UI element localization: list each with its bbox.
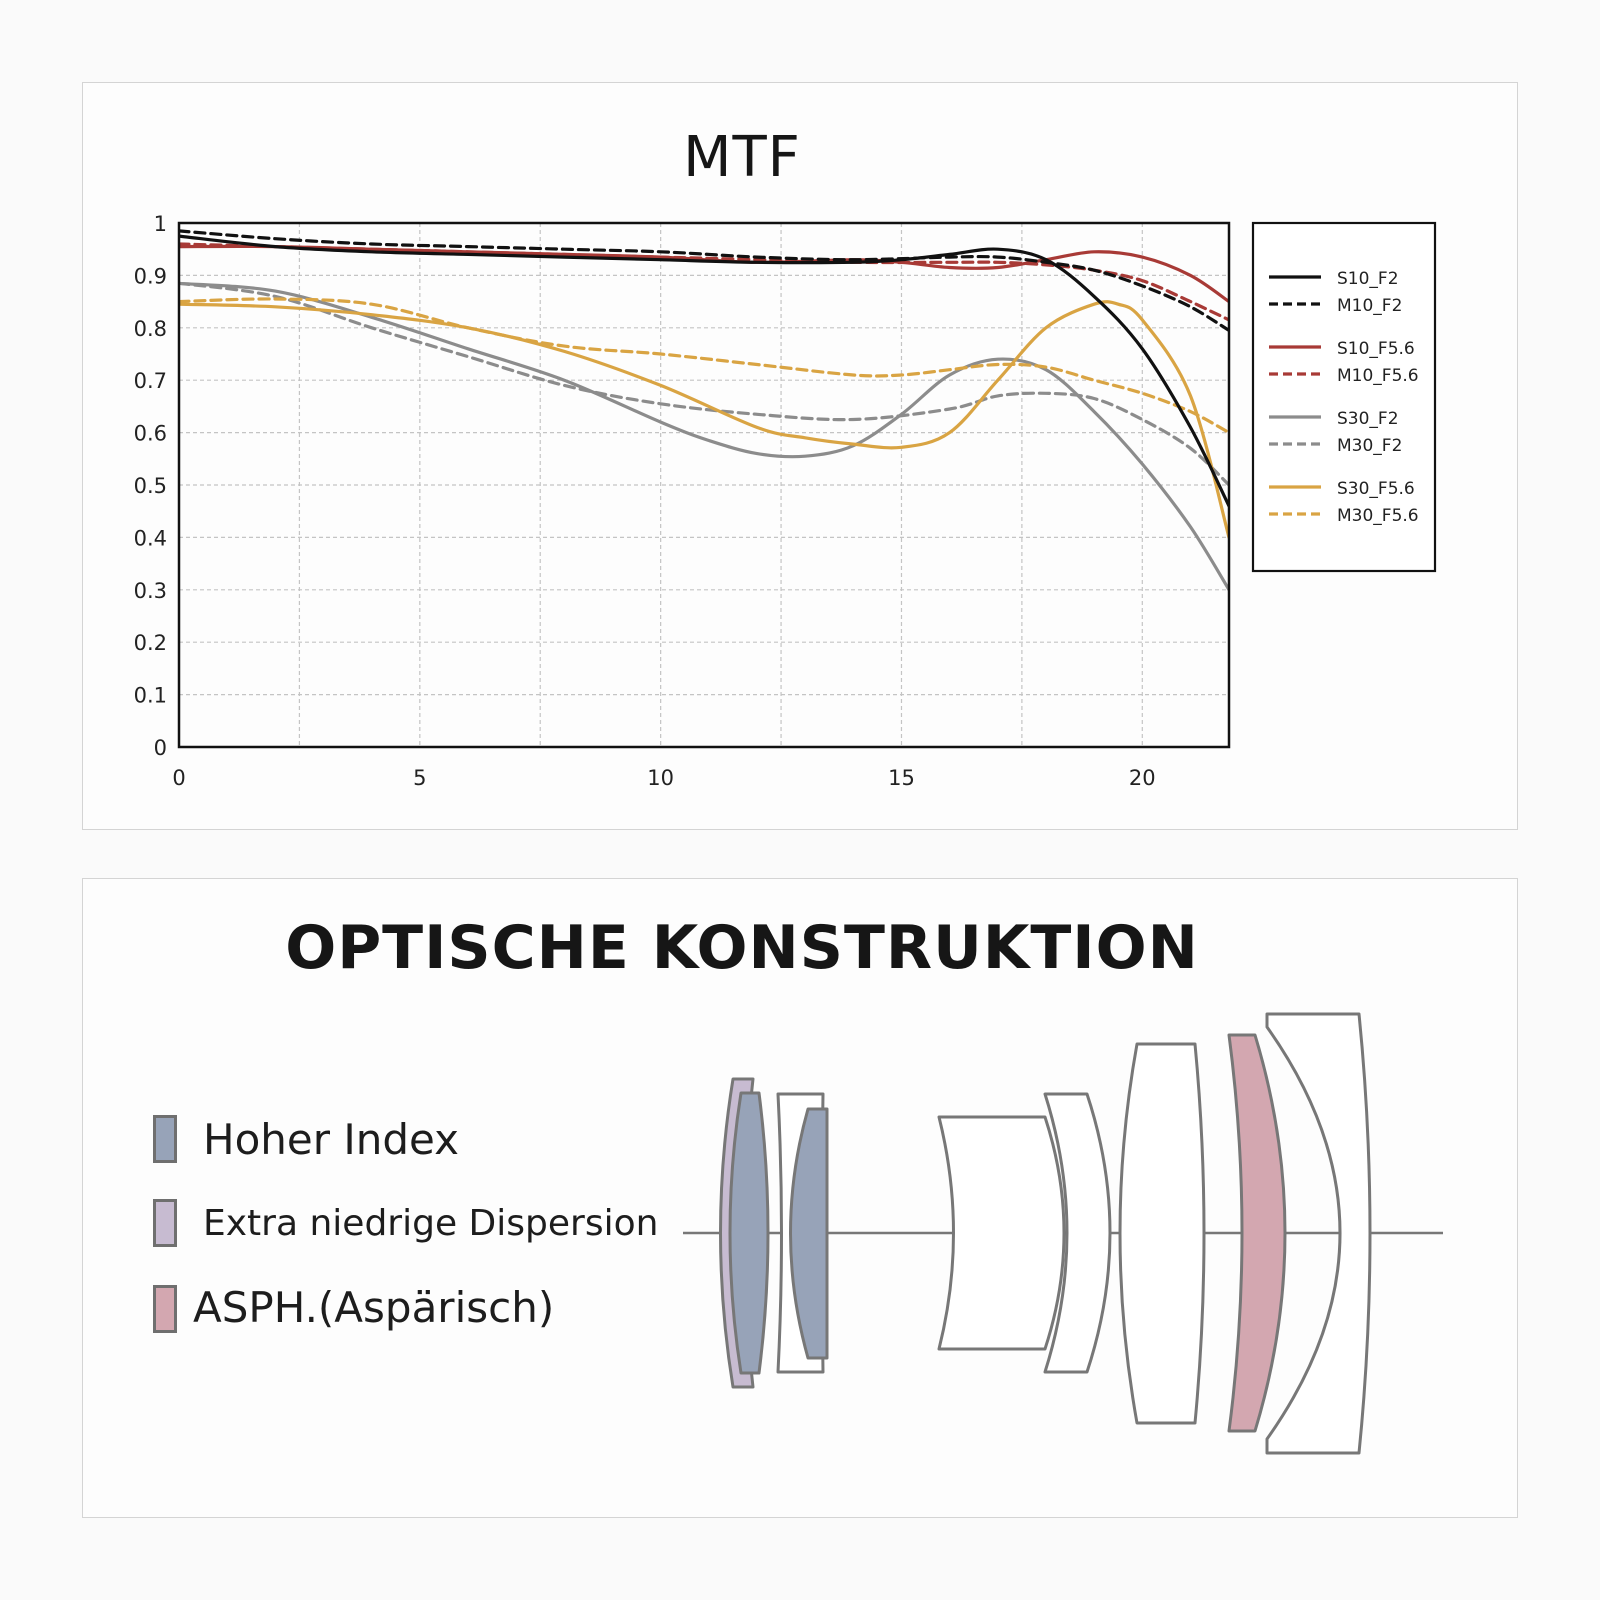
y-tick-label: 0.9	[134, 264, 167, 288]
series-line-S30_F5.6	[179, 300, 1229, 539]
optics-panel: OPTISCHE KONSTRUKTION Hoher Index Extra …	[82, 878, 1518, 1518]
y-tick-label: 0.7	[134, 369, 167, 393]
y-tick-label: 0.1	[134, 684, 167, 708]
lens-element-4-high-index	[789, 1107, 829, 1360]
series-line-M30_F5.6	[179, 297, 1229, 435]
high-index-swatch	[153, 1115, 177, 1163]
legend-label-S30_F2: S30_F2	[1337, 409, 1399, 429]
legend-label-S30_F5.6: S30_F5.6	[1337, 479, 1415, 499]
y-tick-label: 0.2	[134, 631, 167, 655]
mtf-chart: 00.10.20.30.40.50.60.70.80.910 5 10 15 20S10…	[134, 212, 1437, 790]
y-tick-label: 0.5	[134, 474, 167, 498]
y-tick-label: 0.6	[134, 422, 167, 446]
optics-title: OPTISCHE KONSTRUKTION	[285, 913, 1199, 983]
y-tick-label: 0.8	[134, 317, 167, 341]
series-line-M10_F2	[179, 229, 1229, 332]
mtf-panel: MTF 0 0.1 0.2 0.3 0.4 0.5 0.6 0.7 0.8 0.9 1 0 5 10 15 2…	[82, 82, 1518, 830]
legend-label-S10_F2: S10_F2	[1337, 269, 1399, 289]
series-line-S10_F5.6	[179, 244, 1229, 304]
legend-label-S10_F5.6: S10_F5.6	[1337, 339, 1415, 359]
y-tick-label: 0.4	[134, 526, 167, 550]
high-index-label: Hoher Index	[203, 1115, 459, 1164]
lens-element-5	[937, 1115, 1066, 1351]
lens-element-2-high-index	[728, 1091, 770, 1375]
y-tick-label: 0	[154, 736, 167, 760]
lens-element-7	[1118, 1042, 1206, 1425]
lens-element-9	[1265, 1012, 1372, 1455]
lens-element-6	[1043, 1092, 1112, 1374]
x-tick-label: 0	[172, 766, 185, 790]
chart-title: MTF	[683, 125, 801, 190]
x-tick-label: 5	[413, 766, 426, 790]
x-tick-label: 15	[888, 766, 915, 790]
lens-diagram	[683, 1012, 1443, 1455]
series-line-M30_F2	[179, 281, 1229, 487]
x-tick-label: 20	[1129, 766, 1156, 790]
ed-label: Extra niedrige Dispersion	[203, 1203, 659, 1244]
legend-label-M10_F5.6: M10_F5.6	[1337, 366, 1419, 386]
asph-label: ASPH.(Aspärisch)	[193, 1283, 555, 1332]
y-tick-label: 0.3	[134, 579, 167, 603]
legend-label-M10_F2: M10_F2	[1337, 296, 1402, 316]
series-line-S10_F2	[179, 234, 1229, 508]
legend-label-M30_F2: M30_F2	[1337, 436, 1402, 456]
x-tick-label: 10	[647, 766, 674, 790]
ed-swatch	[153, 1199, 177, 1247]
y-tick-label: 1	[154, 212, 167, 236]
series-line-S30_F2	[179, 281, 1229, 592]
plot-frame	[177, 221, 1231, 749]
lens-element-8-asph	[1227, 1033, 1287, 1433]
asph-swatch	[153, 1285, 177, 1333]
legend-label-M30_F5.6: M30_F5.6	[1337, 506, 1419, 526]
